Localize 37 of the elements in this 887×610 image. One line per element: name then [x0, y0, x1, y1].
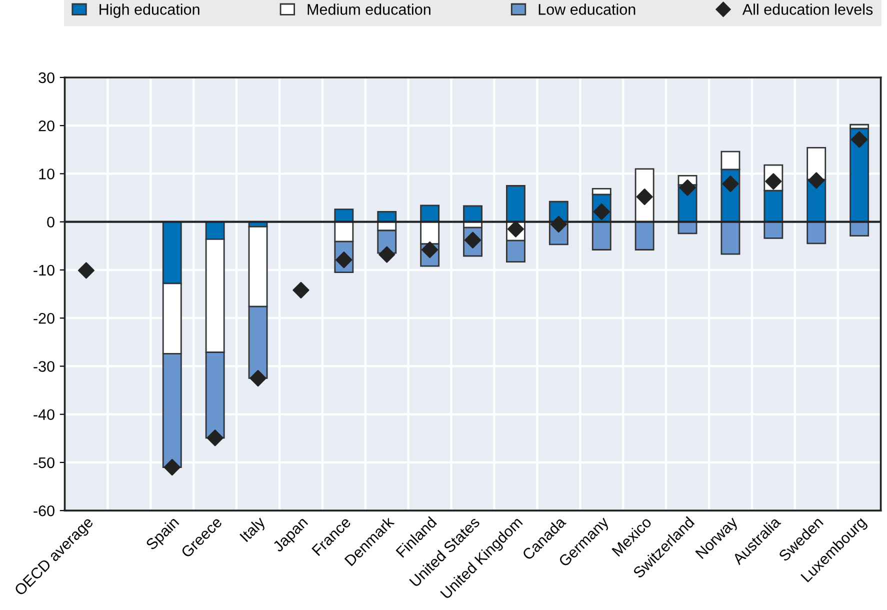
y-tick-label: -10	[34, 264, 54, 276]
point	[679, 179, 696, 196]
point	[78, 262, 95, 279]
legend-label: Medium education	[308, 4, 430, 15]
point	[378, 246, 396, 263]
point	[507, 220, 524, 238]
bar	[420, 204, 440, 223]
point	[292, 282, 310, 298]
point	[164, 458, 180, 476]
bar	[720, 221, 740, 255]
y-tick-label: 20	[38, 120, 54, 132]
bar	[764, 221, 784, 239]
point	[808, 172, 825, 189]
y-tick-label: 0	[47, 216, 54, 228]
y-tick-label: -20	[34, 312, 54, 324]
point	[550, 216, 567, 233]
point	[851, 131, 868, 148]
point	[206, 430, 224, 446]
bar	[592, 221, 612, 250]
legend-label: High education	[100, 4, 200, 18]
y-tick-label: -30	[34, 361, 54, 372]
bar	[806, 221, 826, 244]
x-tick-label: Italy	[239, 515, 268, 544]
y-tick-label: -60	[34, 505, 54, 516]
y-tick-label: 10	[39, 168, 54, 180]
point	[722, 176, 739, 192]
bar	[634, 221, 654, 250]
y-tick-label: -50	[34, 457, 54, 468]
bar	[850, 128, 870, 223]
y-tick-label: -40	[34, 409, 54, 420]
y-tick-label: 30	[38, 72, 54, 84]
legend-label: All education levels	[742, 4, 873, 15]
bar	[506, 185, 526, 223]
point	[250, 370, 266, 387]
bar	[334, 208, 354, 223]
legend-label: Low education	[538, 4, 636, 15]
bar	[463, 205, 482, 223]
